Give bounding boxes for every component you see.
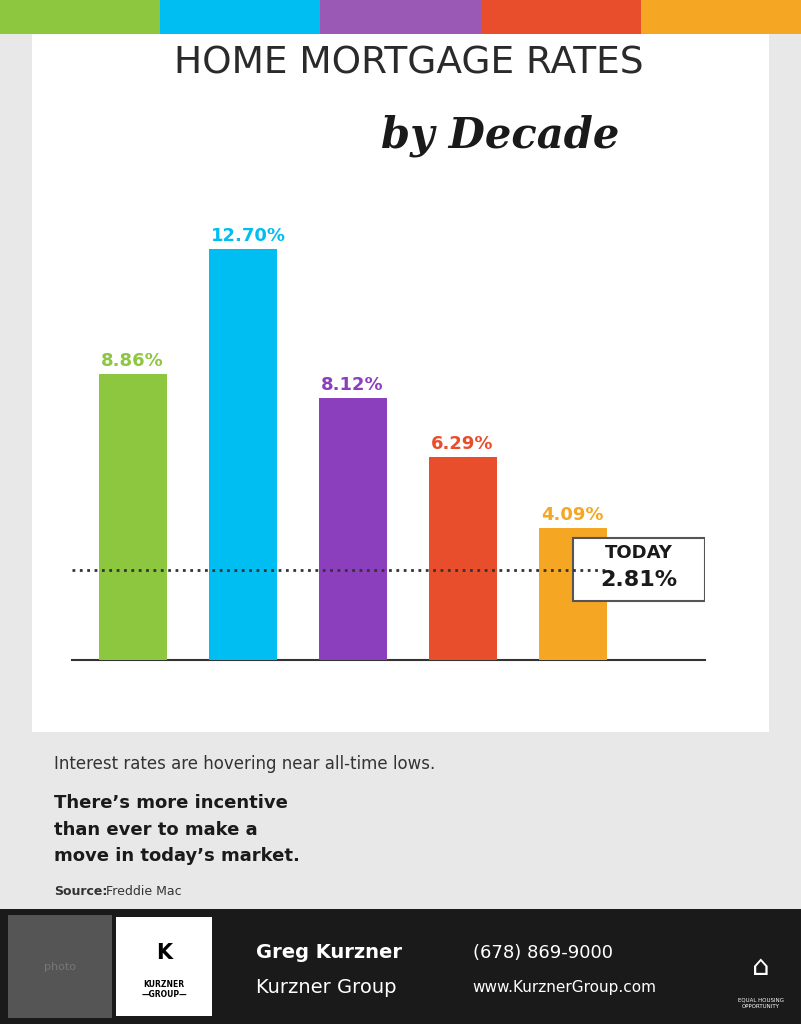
Text: 6.29%: 6.29% [431,435,493,453]
Text: 8.86%: 8.86% [101,352,163,370]
Bar [8,915,112,1018]
Text: 10s: 10s [541,735,605,766]
Text: 80s: 80s [211,735,275,766]
Text: K: K [156,943,172,963]
Text: (678) 869-9000: (678) 869-9000 [473,944,613,962]
FancyBboxPatch shape [573,538,705,601]
Bar [429,457,497,660]
Text: 90s: 90s [321,735,384,766]
Text: 70s: 70s [101,735,164,766]
Text: ⌂: ⌂ [752,952,770,981]
Text: by Decade: by Decade [381,115,619,157]
Text: Freddie Mac: Freddie Mac [106,885,181,898]
Text: 12.70%: 12.70% [211,227,286,246]
Text: www.KurznerGroup.com: www.KurznerGroup.com [473,980,657,994]
Text: Interest rates are hovering near all-time lows.: Interest rates are hovering near all-tim… [54,755,436,773]
Bar [208,250,277,660]
Text: EQUAL HOUSING
OPPORTUNITY: EQUAL HOUSING OPPORTUNITY [738,998,784,1009]
Text: TODAY: TODAY [605,545,673,562]
Bar [99,374,167,660]
FancyBboxPatch shape [116,918,212,1016]
Text: KURZNER
—GROUP—: KURZNER —GROUP— [142,980,187,999]
Text: Kurzner Group: Kurzner Group [256,978,396,996]
Text: There’s more incentive
than ever to make a
move in today’s market.: There’s more incentive than ever to make… [54,795,300,865]
Text: Source:: Source: [54,885,107,898]
Text: 2.81%: 2.81% [600,570,678,590]
Text: 8.12%: 8.12% [321,376,384,394]
Text: 4.09%: 4.09% [541,506,603,524]
Text: Greg Kurzner: Greg Kurzner [256,943,402,963]
Text: 00s: 00s [431,735,494,766]
Text: HOME MORTGAGE RATES: HOME MORTGAGE RATES [174,46,643,82]
Bar [539,528,607,660]
Bar [319,397,387,660]
Text: photo: photo [44,962,76,972]
